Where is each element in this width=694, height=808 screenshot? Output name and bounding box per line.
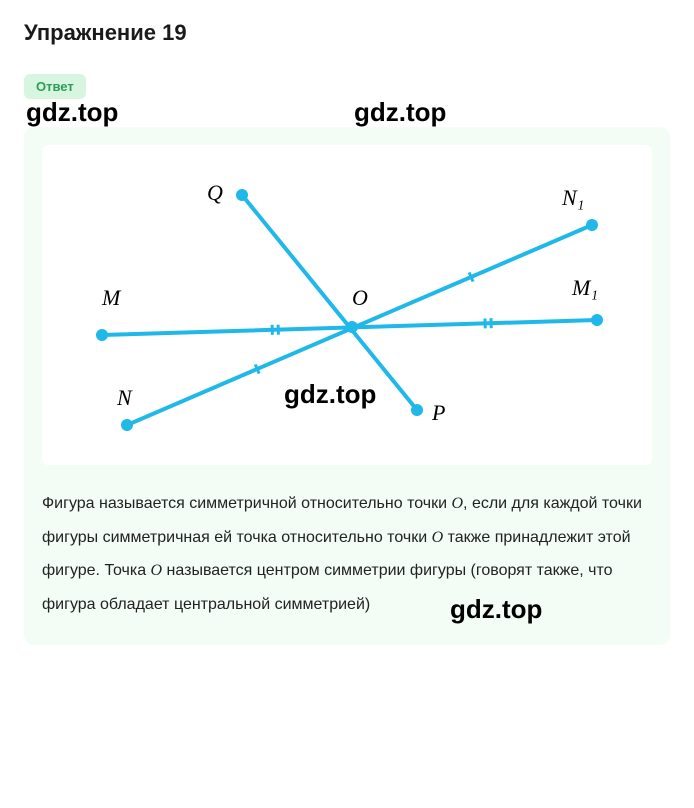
explanation-text: Фигура называется симметричной относител… — [42, 487, 652, 621]
svg-text:M₁: M₁ — [571, 275, 598, 300]
watermark-bottom: gdz.top — [450, 594, 542, 625]
svg-text:O: O — [352, 285, 368, 310]
answer-panel: M M₁ Q P N N₁ O gdz.top Фигура называется симм… — [24, 127, 670, 645]
watermark-top-left: gdz.top — [26, 97, 118, 128]
svg-text:P: P — [431, 400, 445, 425]
watermark-row-top: gdz.top gdz.top — [24, 99, 670, 133]
svg-text:Q: Q — [207, 180, 223, 205]
svg-text:N₁: N₁ — [561, 185, 584, 210]
watermark-top-right: gdz.top — [354, 97, 446, 128]
diagram-container: M M₁ Q P N N₁ O gdz.top — [42, 145, 652, 465]
svg-text:N: N — [116, 385, 133, 410]
geometry-diagram: M M₁ Q P N N₁ O — [42, 145, 652, 465]
svg-text:M: M — [101, 285, 122, 310]
page-title: Упражнение 19 — [24, 20, 670, 46]
watermark-mid: gdz.top — [284, 379, 376, 410]
answer-badge: Ответ — [24, 74, 86, 99]
